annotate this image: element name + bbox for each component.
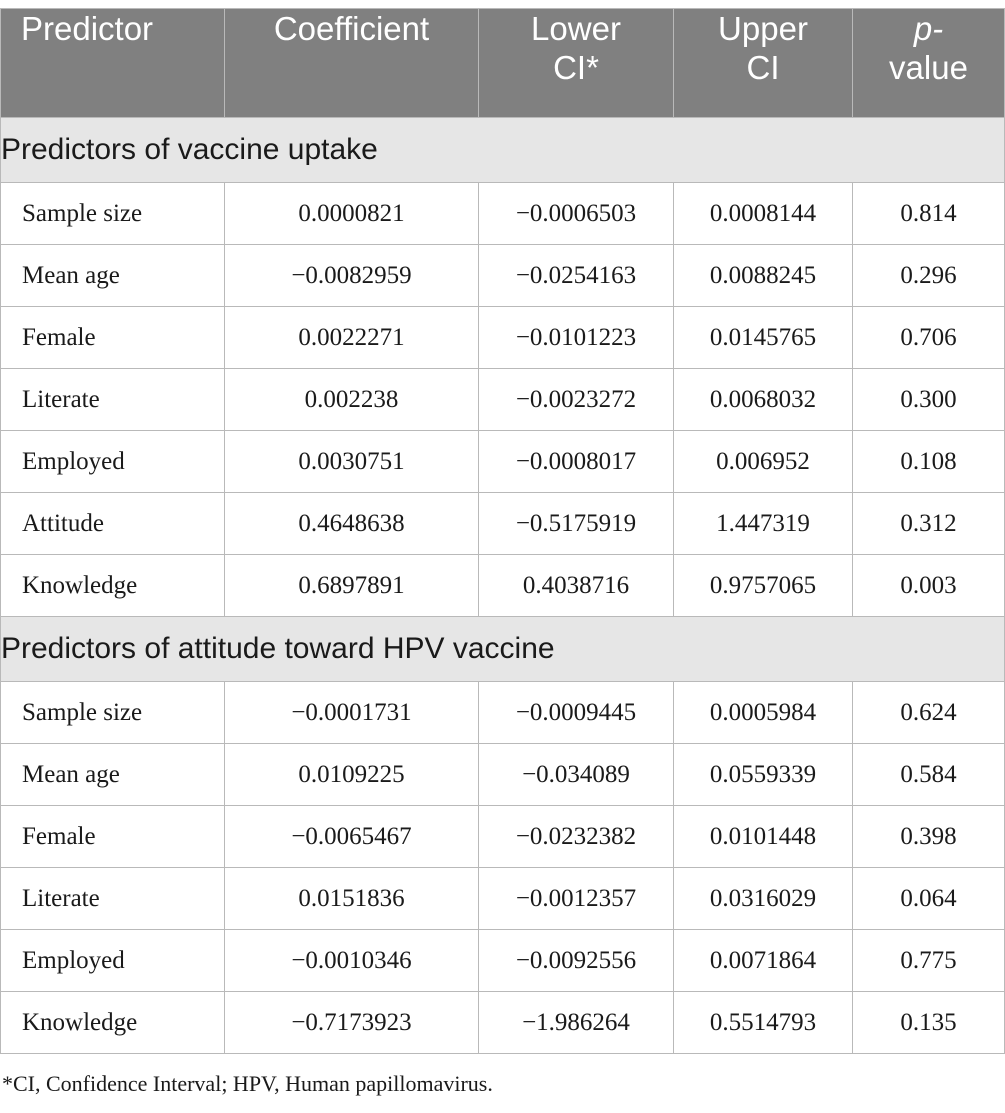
predictor-cell: Employed [0,929,225,992]
table-body: Predictors of vaccine uptake Sample size 0… [0,117,1005,1054]
predictor-cell: Attitude [0,492,225,555]
table-row: Literate 0.002238 −0.0023272 0.0068032 0.300 [0,368,1005,431]
upper-ci-cell: 0.0316029 [673,867,853,930]
header-upper-ci: Upper CI [673,8,853,118]
upper-ci-cell: 0.0008144 [673,182,853,245]
section-title: Predictors of attitude toward HPV vaccin… [0,616,1005,682]
header-predictor: Predictor [0,8,225,118]
lower-ci-cell: −0.0092556 [478,929,674,992]
p-value-cell: 0.624 [852,681,1005,744]
lower-ci-cell: −0.0023272 [478,368,674,431]
lower-ci-cell: −1.986264 [478,991,674,1054]
table-row: Sample size 0.0000821 −0.0006503 0.0008144 0… [0,182,1005,245]
upper-ci-cell: 0.0559339 [673,743,853,806]
upper-ci-cell: 0.0101448 [673,805,853,868]
header-row: Predictor Coefficient Lower CI* Upper CI p… [0,8,1005,118]
p-value-cell: 0.108 [852,430,1005,493]
table-row: Female −0.0065467 −0.0232382 0.0101448 0.398 [0,805,1005,868]
lower-ci-cell: −0.0009445 [478,681,674,744]
coefficient-cell: −0.0010346 [224,929,479,992]
table-row: Employed −0.0010346 −0.0092556 0.0071864 0.7… [0,929,1005,992]
coefficient-cell: 0.4648638 [224,492,479,555]
header-p-value-line-2: value [889,49,968,86]
table-row: Female 0.0022271 −0.0101223 0.0145765 0.706 [0,306,1005,369]
lower-ci-cell: −0.5175919 [478,492,674,555]
predictor-cell: Employed [0,430,225,493]
p-value-cell: 0.775 [852,929,1005,992]
table-row: Knowledge 0.6897891 0.4038716 0.9757065 0.00… [0,554,1005,617]
lower-ci-cell: −0.0254163 [478,244,674,307]
section-header-row: Predictors of vaccine uptake [0,117,1005,183]
upper-ci-cell: 0.5514793 [673,991,853,1054]
predictor-cell: Literate [0,368,225,431]
lower-ci-cell: −0.0232382 [478,805,674,868]
header-lower-ci: Lower CI* [478,8,674,118]
predictor-cell: Female [0,805,225,868]
predictor-cell: Female [0,306,225,369]
predictor-cell: Knowledge [0,554,225,617]
coefficient-cell: 0.002238 [224,368,479,431]
p-value-cell: 0.064 [852,867,1005,930]
upper-ci-cell: 0.0088245 [673,244,853,307]
header-p-value: p-value [852,8,1005,118]
coefficient-cell: −0.0001731 [224,681,479,744]
p-value-cell: 0.398 [852,805,1005,868]
upper-ci-cell: 0.9757065 [673,554,853,617]
regression-table: Predictor Coefficient Lower CI* Upper CI p… [0,8,1005,1054]
upper-ci-cell: 1.447319 [673,492,853,555]
table-row: Attitude 0.4648638 −0.5175919 1.447319 0.312 [0,492,1005,555]
header-upper-ci-line-2: CI [746,49,780,86]
lower-ci-cell: −0.0012357 [478,867,674,930]
upper-ci-cell: 0.0068032 [673,368,853,431]
table-row: Mean age −0.0082959 −0.0254163 0.0088245 0.2… [0,244,1005,307]
header-coefficient: Coefficient [224,8,479,118]
coefficient-cell: 0.6897891 [224,554,479,617]
p-value-cell: 0.003 [852,554,1005,617]
table-footnote: *CI, Confidence Interval; HPV, Human pap… [2,1071,493,1096]
predictor-cell: Mean age [0,244,225,307]
predictor-cell: Knowledge [0,991,225,1054]
upper-ci-cell: 0.0071864 [673,929,853,992]
p-value-cell: 0.312 [852,492,1005,555]
table-row: Sample size −0.0001731 −0.0009445 0.0005984… [0,681,1005,744]
header-lower-ci-line-1: Lower [531,10,621,47]
header-p-value-line-1: p- [913,10,944,47]
lower-ci-cell: −0.034089 [478,743,674,806]
lower-ci-cell: −0.0006503 [478,182,674,245]
section-title: Predictors of vaccine uptake [0,117,1005,183]
coefficient-cell: −0.7173923 [224,991,479,1054]
table-row: Literate 0.0151836 −0.0012357 0.0316029 0.06… [0,867,1005,930]
table-row: Mean age 0.0109225 −0.034089 0.0559339 0.584 [0,743,1005,806]
p-value-cell: 0.814 [852,182,1005,245]
p-value-cell: 0.300 [852,368,1005,431]
predictor-cell: Mean age [0,743,225,806]
header-lower-ci-line-2: CI* [553,49,599,86]
p-value-cell: 0.584 [852,743,1005,806]
p-value-cell: 0.296 [852,244,1005,307]
predictor-cell: Literate [0,867,225,930]
upper-ci-cell: 0.006952 [673,430,853,493]
coefficient-cell: 0.0000821 [224,182,479,245]
header-upper-ci-line-1: Upper [718,10,808,47]
coefficient-cell: 0.0022271 [224,306,479,369]
coefficient-cell: 0.0109225 [224,743,479,806]
coefficient-cell: 0.0151836 [224,867,479,930]
upper-ci-cell: 0.0005984 [673,681,853,744]
lower-ci-cell: −0.0008017 [478,430,674,493]
lower-ci-cell: −0.0101223 [478,306,674,369]
p-value-cell: 0.706 [852,306,1005,369]
table-row: Knowledge −0.7173923 −1.986264 0.5514793 0.1… [0,991,1005,1054]
section-header-row: Predictors of attitude toward HPV vaccin… [0,616,1005,682]
predictor-cell: Sample size [0,681,225,744]
lower-ci-cell: 0.4038716 [478,554,674,617]
coefficient-cell: 0.0030751 [224,430,479,493]
coefficient-cell: −0.0082959 [224,244,479,307]
coefficient-cell: −0.0065467 [224,805,479,868]
p-value-cell: 0.135 [852,991,1005,1054]
table-row: Employed 0.0030751 −0.0008017 0.006952 0.108 [0,430,1005,493]
upper-ci-cell: 0.0145765 [673,306,853,369]
predictor-cell: Sample size [0,182,225,245]
